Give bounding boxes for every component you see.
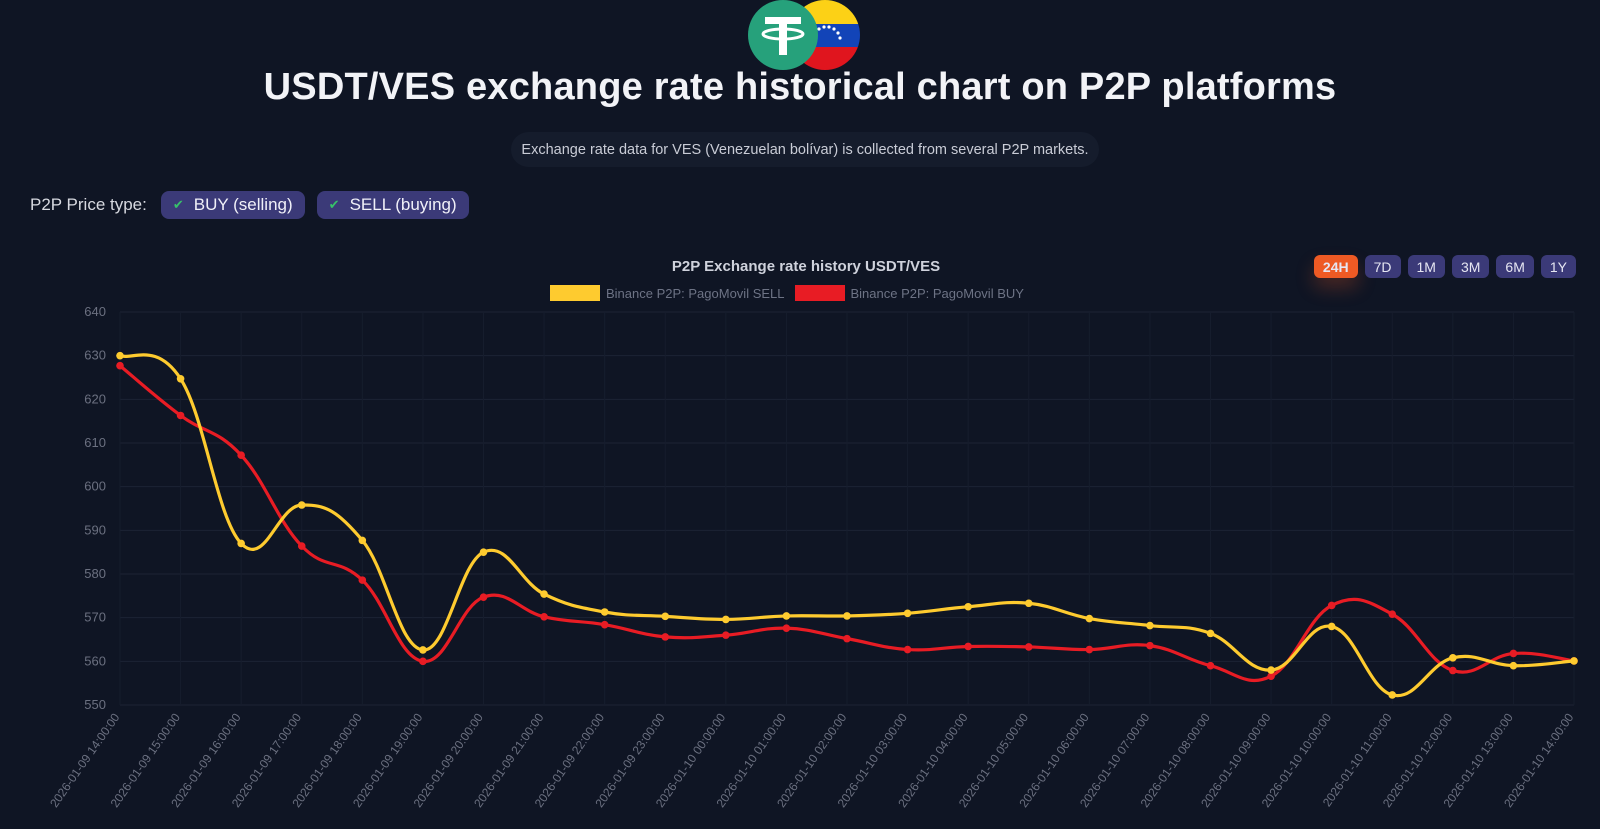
data-point-buy <box>116 361 124 370</box>
data-point-sell <box>1146 621 1154 630</box>
range-1y-button[interactable]: 1Y <box>1540 255 1576 278</box>
legend-buy[interactable]: Binance P2P: PagoMovil BUY <box>794 285 1024 301</box>
data-point-buy <box>479 593 488 601</box>
data-point-buy <box>782 624 791 632</box>
data-point-buy <box>1085 645 1094 654</box>
data-point-buy <box>903 645 912 654</box>
data-point-buy <box>1267 672 1275 680</box>
y-tick-label: 580 <box>84 566 106 581</box>
range-3m-button[interactable]: 3M <box>1451 255 1490 278</box>
filter-sell-label: SELL (buying) <box>349 195 457 214</box>
data-point-sell <box>1388 691 1397 699</box>
chart-title: P2P Exchange rate history USDT/VES <box>671 258 941 275</box>
y-tick-label: 570 <box>84 610 106 625</box>
y-tick-label: 550 <box>84 697 106 712</box>
data-point-buy <box>1024 643 1033 651</box>
data-point-sell <box>237 539 245 548</box>
legend-sell[interactable]: Binance P2P: PagoMovil SELL <box>550 285 785 301</box>
data-point-buy <box>1449 666 1457 675</box>
data-point-sell <box>1085 614 1094 623</box>
data-point-sell <box>1449 654 1457 662</box>
data-point-buy <box>1146 641 1154 650</box>
data-point-sell <box>540 590 548 598</box>
data-point-sell <box>903 609 912 618</box>
x-tick-label: 2026-01-10 14:00:00 <box>1501 710 1577 810</box>
data-point-sell <box>116 351 124 360</box>
data-point-buy <box>1388 610 1397 618</box>
data-point-sell <box>297 501 306 509</box>
data-point-sell <box>843 612 851 620</box>
range-1m-button[interactable]: 1M <box>1407 255 1445 278</box>
data-point-sell <box>722 615 730 624</box>
data-point-sell <box>964 602 972 611</box>
data-point-buy <box>843 634 851 643</box>
y-tick-label: 590 <box>84 522 106 537</box>
filter-buy-label: BUY (selling) <box>193 195 293 214</box>
data-point-sell <box>782 612 791 620</box>
data-point-sell <box>600 608 609 616</box>
data-point-buy <box>1206 661 1215 670</box>
legend-buy-swatch <box>794 285 845 301</box>
data-point-buy <box>600 620 609 629</box>
filter-buy-chip[interactable]: ✔ BUY (selling) <box>160 191 305 219</box>
data-point-sell <box>479 548 488 556</box>
data-point-buy <box>1327 601 1336 610</box>
data-point-sell <box>1570 657 1578 665</box>
data-point-buy <box>964 642 972 651</box>
data-point-buy <box>358 576 367 584</box>
data-point-buy <box>237 451 245 460</box>
data-point-buy <box>419 657 427 666</box>
data-point-buy <box>297 542 306 550</box>
price-type-label: P2P Price type: <box>30 195 147 214</box>
data-point-buy <box>722 631 730 639</box>
check-icon: ✔ <box>328 197 340 212</box>
y-tick-label: 560 <box>84 653 106 668</box>
price-type-filter: P2P Price type: ✔ BUY (selling) ✔ SELL (… <box>30 191 469 219</box>
check-icon: ✔ <box>172 197 184 212</box>
page-title: USDT/VES exchange rate historical chart … <box>263 66 1337 108</box>
data-point-sell <box>1509 661 1518 670</box>
data-point-sell <box>1024 599 1033 608</box>
y-tick-label: 610 <box>84 435 106 450</box>
data-point-buy <box>661 633 670 641</box>
range-buttons: 24H 7D 1M 3M 6M 1Y <box>1313 255 1576 278</box>
y-tick-label: 640 <box>84 304 106 319</box>
data-point-sell <box>1206 629 1215 638</box>
range-6m-button[interactable]: 6M <box>1496 255 1534 278</box>
page-subtitle: Exchange rate data for VES (Venezuelan b… <box>511 132 1099 167</box>
data-point-buy <box>1509 649 1518 658</box>
data-point-sell <box>419 646 427 654</box>
data-point-buy <box>176 411 185 420</box>
range-7d-button[interactable]: 7D <box>1364 255 1401 278</box>
y-tick-label: 620 <box>84 391 106 406</box>
data-point-sell <box>1267 666 1275 674</box>
hero-logos <box>748 0 860 72</box>
legend-sell-swatch <box>550 285 600 301</box>
y-tick-label: 630 <box>84 348 106 363</box>
data-point-sell <box>358 536 367 545</box>
filter-sell-chip[interactable]: ✔ SELL (buying) <box>316 191 469 219</box>
legend-buy-label: Binance P2P: PagoMovil BUY <box>850 285 1024 301</box>
x-tick-label: 2026-01-10 11:00:00 <box>1320 710 1395 809</box>
usdt-icon <box>748 0 818 70</box>
data-point-sell <box>176 375 185 383</box>
chart-legend: Binance P2P: PagoMovil SELL Binance P2P:… <box>550 285 1024 301</box>
legend-sell-label: Binance P2P: PagoMovil SELL <box>606 285 785 301</box>
data-point-sell <box>1327 622 1336 631</box>
range-24h-button[interactable]: 24H <box>1313 255 1358 278</box>
y-tick-label: 600 <box>84 479 106 494</box>
data-point-sell <box>661 612 670 621</box>
data-point-buy <box>540 612 548 621</box>
